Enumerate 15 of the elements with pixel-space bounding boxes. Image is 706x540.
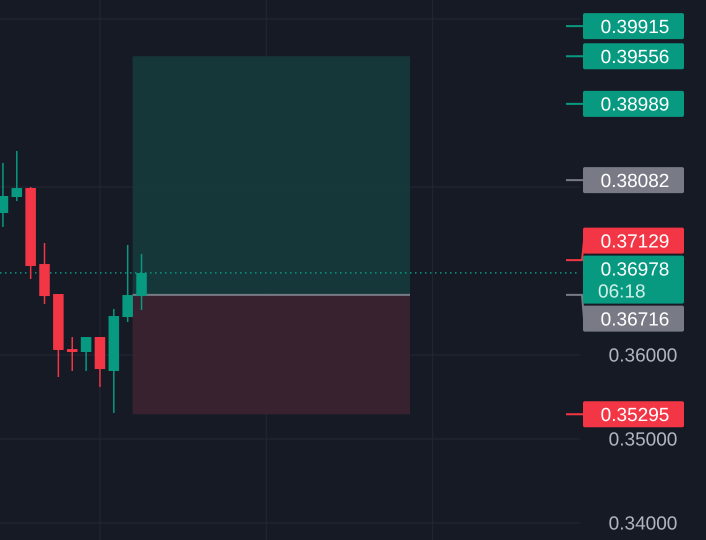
candlestick	[80, 336, 92, 372]
legend-label: 0.36716	[600, 309, 670, 330]
ref-line-label: 0.35295	[600, 404, 670, 426]
ref-line-label: 0.38989	[600, 94, 670, 116]
text: 06:18	[598, 281, 646, 302]
ref-line-label: 0.39556	[600, 46, 670, 68]
ref-line-label: 0.39915	[600, 16, 670, 38]
y-tick-label: 0.35000	[608, 430, 678, 451]
candlestick	[66, 336, 78, 372]
ref-line-label: 0.38082	[600, 170, 670, 192]
ref-line-label: 0.37129	[600, 231, 670, 252]
candlestick	[12, 150, 22, 202]
y-tick-label: 0.36000	[608, 346, 678, 367]
y-tick-label: 0.34000	[608, 514, 678, 535]
ref-line-label: 0.36978	[600, 259, 670, 280]
